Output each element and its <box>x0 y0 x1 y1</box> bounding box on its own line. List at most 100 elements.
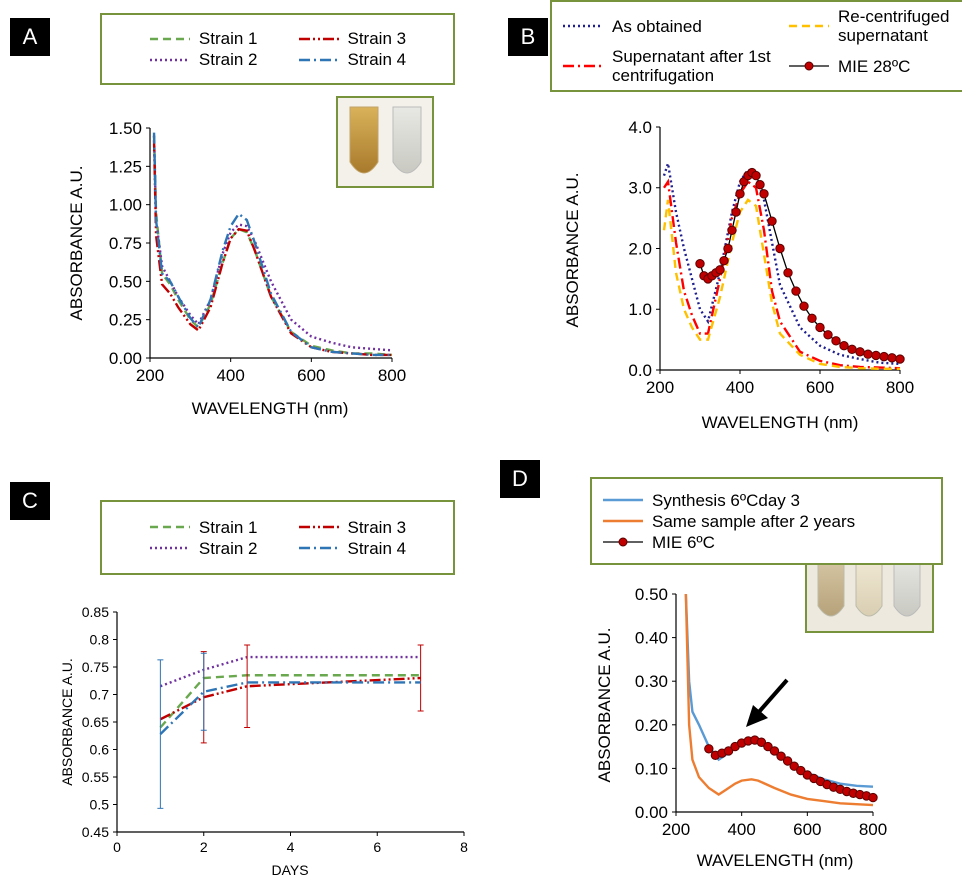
data-point <box>887 353 897 363</box>
panel-label-box <box>10 482 50 520</box>
legend-item: Same sample after 2 years <box>602 512 855 531</box>
data-point <box>823 330 833 340</box>
legend-label: Strain 4 <box>347 50 407 69</box>
legend-label: Strain 2 <box>198 538 258 558</box>
data-point <box>775 243 785 254</box>
panel-label: A <box>23 24 38 49</box>
legend-label: Supernatant after 1st centrifugation <box>612 47 771 85</box>
x-tick-label: 600 <box>297 366 325 385</box>
x-tick-label: 800 <box>378 366 406 385</box>
y-tick-label: 0.25 <box>109 311 142 330</box>
legend-swatch <box>603 519 643 523</box>
data-point <box>763 741 773 752</box>
y-axis-title: ABSORBANCE A.U. <box>67 166 86 321</box>
legend-swatch <box>603 537 643 547</box>
y-tick-label: 0.50 <box>635 585 668 604</box>
data-point <box>769 746 780 756</box>
data-point <box>704 744 714 754</box>
legend-item: Strain 4 <box>298 50 407 69</box>
legend-item: Strain 2 <box>149 539 258 558</box>
legend-swatch <box>603 498 643 502</box>
legend-swatch <box>149 37 190 40</box>
y-tick-label: 0.45 <box>82 824 109 840</box>
y-tick-label: 0.50 <box>109 272 142 291</box>
x-axis-title: WAVELENGTH (nm) <box>192 399 349 418</box>
panel-label: B <box>521 24 536 49</box>
data-point <box>767 216 777 226</box>
data-point <box>735 189 745 199</box>
legend: Strain 1 Strain 2 Strain 3 Strain 4 <box>100 13 455 85</box>
legend-label: Synthesis 6ºCday 3 <box>652 490 800 510</box>
y-tick-label: 1.50 <box>109 119 142 138</box>
data-point <box>695 258 705 269</box>
x-tick-label: 800 <box>859 820 887 839</box>
data-point <box>731 207 741 217</box>
error-bar <box>244 644 251 728</box>
annotation-arrow <box>746 678 789 727</box>
data-line <box>699 171 901 360</box>
y-tick-label: 0.20 <box>635 716 668 735</box>
legend-swatch <box>298 37 339 40</box>
x-tick-label: 4 <box>287 839 295 855</box>
y-tick-label: 1.0 <box>628 300 652 319</box>
x-tick-label: 400 <box>216 366 244 385</box>
y-tick-label: 0.30 <box>635 672 668 691</box>
data-line <box>159 674 421 729</box>
data-point <box>783 268 793 278</box>
data-point <box>831 336 841 346</box>
legend-label: Re-centrifuged supernatant <box>838 7 950 45</box>
x-tick-label: 6 <box>373 839 381 855</box>
legend-swatch <box>789 24 829 28</box>
x-tick-label: 200 <box>646 378 674 397</box>
y-tick-label: 2.0 <box>628 239 652 258</box>
data-point <box>789 761 799 771</box>
legend-marker <box>804 61 814 71</box>
data-point <box>871 350 881 361</box>
legend-marker <box>618 537 628 547</box>
y-tick-label: 0.75 <box>82 659 109 675</box>
x-tick-label: 200 <box>662 820 690 839</box>
y-tick-label: 0.65 <box>82 714 109 730</box>
x-axis-title: WAVELENGTH (nm) <box>697 851 854 870</box>
y-axis-title: ABSORBANCE A.U. <box>59 658 75 786</box>
legend-swatch <box>149 525 190 529</box>
data-point <box>723 746 734 756</box>
data-point <box>863 349 873 359</box>
data-point <box>755 180 765 190</box>
legend-item: Strain 2 <box>149 50 258 69</box>
y-tick-label: 0.75 <box>109 234 142 253</box>
x-tick-label: 800 <box>886 378 914 397</box>
x-tick-label: 200 <box>136 366 164 385</box>
x-tick-label: 600 <box>806 378 834 397</box>
data-point <box>895 354 905 364</box>
x-tick-label: 400 <box>727 820 755 839</box>
y-axis-title: ABSORBANCE A.U. <box>595 628 614 783</box>
y-tick-label: 0.55 <box>82 769 109 785</box>
data-point <box>796 765 806 776</box>
legend-label: As obtained <box>612 16 702 36</box>
panel-label-box <box>10 18 50 56</box>
legend-swatch <box>298 58 339 61</box>
data-line <box>662 198 900 370</box>
data-line <box>662 178 901 370</box>
panel-label: C <box>22 488 38 513</box>
data-point <box>839 341 849 351</box>
data-point <box>815 322 825 333</box>
data-point <box>799 301 809 311</box>
x-tick-label: 400 <box>726 378 754 397</box>
legend-item: Strain 3 <box>298 29 406 48</box>
legend-item: Strain 3 <box>298 518 406 537</box>
panel-label: D <box>512 466 528 491</box>
x-tick-label: 2 <box>200 839 208 855</box>
legend-item: Strain 1 <box>149 29 258 48</box>
legend-item: Strain 4 <box>298 539 406 558</box>
data-line <box>152 132 392 357</box>
data-point <box>868 792 878 803</box>
legend-item: MIE 6ºC <box>602 533 855 552</box>
y-tick-label: 1.25 <box>109 157 142 176</box>
legend-swatch <box>563 24 603 28</box>
data-point <box>847 344 857 355</box>
legend-item: Synthesis 6ºCday 3 <box>602 491 855 510</box>
data-line <box>159 681 421 735</box>
